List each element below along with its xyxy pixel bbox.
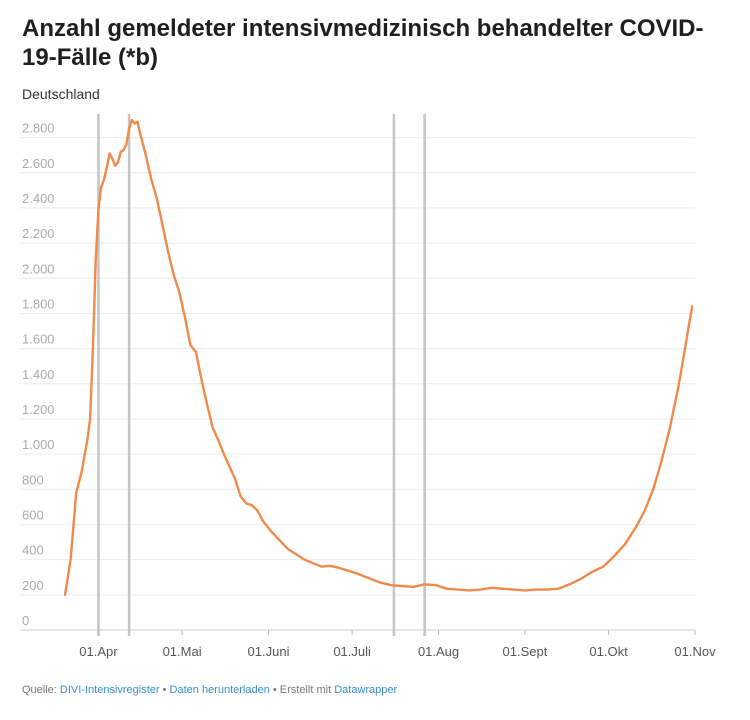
series-line [63,118,694,596]
x-tick-label: 01.Mai [163,644,202,659]
footer-separator: • [159,684,170,696]
y-tick-label: 600 [22,507,44,522]
y-tick-label: 1.800 [22,296,55,311]
y-tick-label: 2.400 [22,191,55,206]
x-tick-label: 01.Nov [674,644,716,659]
x-tick-label: 01.Juli [333,644,371,659]
y-tick-label: 200 [22,578,44,593]
line-chart: 0 200 400 600 800 1.000 1.200 1.400 1.600 1.800 2.… [20,114,716,659]
footer-prefix: Quelle: [22,684,60,696]
vertical-marker-lines [97,114,426,636]
y-tick-label: 2.000 [22,261,55,276]
y-tick-label: 1.000 [22,437,55,452]
x-tick-label: 01.Juni [248,644,290,659]
chart-subtitle: Deutschland [22,86,100,102]
download-data-link[interactable]: Daten herunterladen [169,684,270,696]
source-link[interactable]: DIVI-Intensivregister [59,684,160,696]
y-tick-label: 0 [22,613,29,628]
y-axis: 0 200 400 600 800 1.000 1.200 1.400 1.600 1.800 2.… [22,121,55,628]
datawrapper-link[interactable]: Datawrapper [334,684,398,696]
x-tick-label: 01.Okt [589,644,628,659]
y-tick-label: 2.200 [22,226,55,241]
chart-title: Anzahl gemeldeter intensivmedizinisch be… [22,15,704,71]
grid [20,137,695,631]
y-tick-label: 2.600 [22,156,55,171]
series [63,118,694,596]
footer-created-with: • Erstellt mit [269,684,335,696]
y-tick-label: 800 [22,472,44,487]
x-tick-label: 01.Apr [79,644,118,659]
y-tick-label: 1.400 [22,367,55,382]
x-axis: 01.Apr 01.Mai 01.Juni 01.Juli 01.Aug 01.Sept 0… [79,630,716,659]
y-tick-label: 2.800 [22,121,55,136]
y-tick-label: 400 [22,543,44,558]
y-tick-label: 1.200 [22,402,55,417]
chart-footer: Quelle: DIVI-Intensivregister • Daten he… [22,684,397,696]
x-tick-label: 01.Aug [418,644,459,659]
y-tick-label: 1.600 [22,332,55,347]
x-tick-label: 01.Sept [503,644,548,659]
